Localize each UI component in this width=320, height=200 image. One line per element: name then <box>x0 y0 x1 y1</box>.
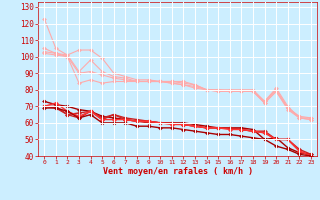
X-axis label: Vent moyen/en rafales ( km/h ): Vent moyen/en rafales ( km/h ) <box>103 167 252 176</box>
